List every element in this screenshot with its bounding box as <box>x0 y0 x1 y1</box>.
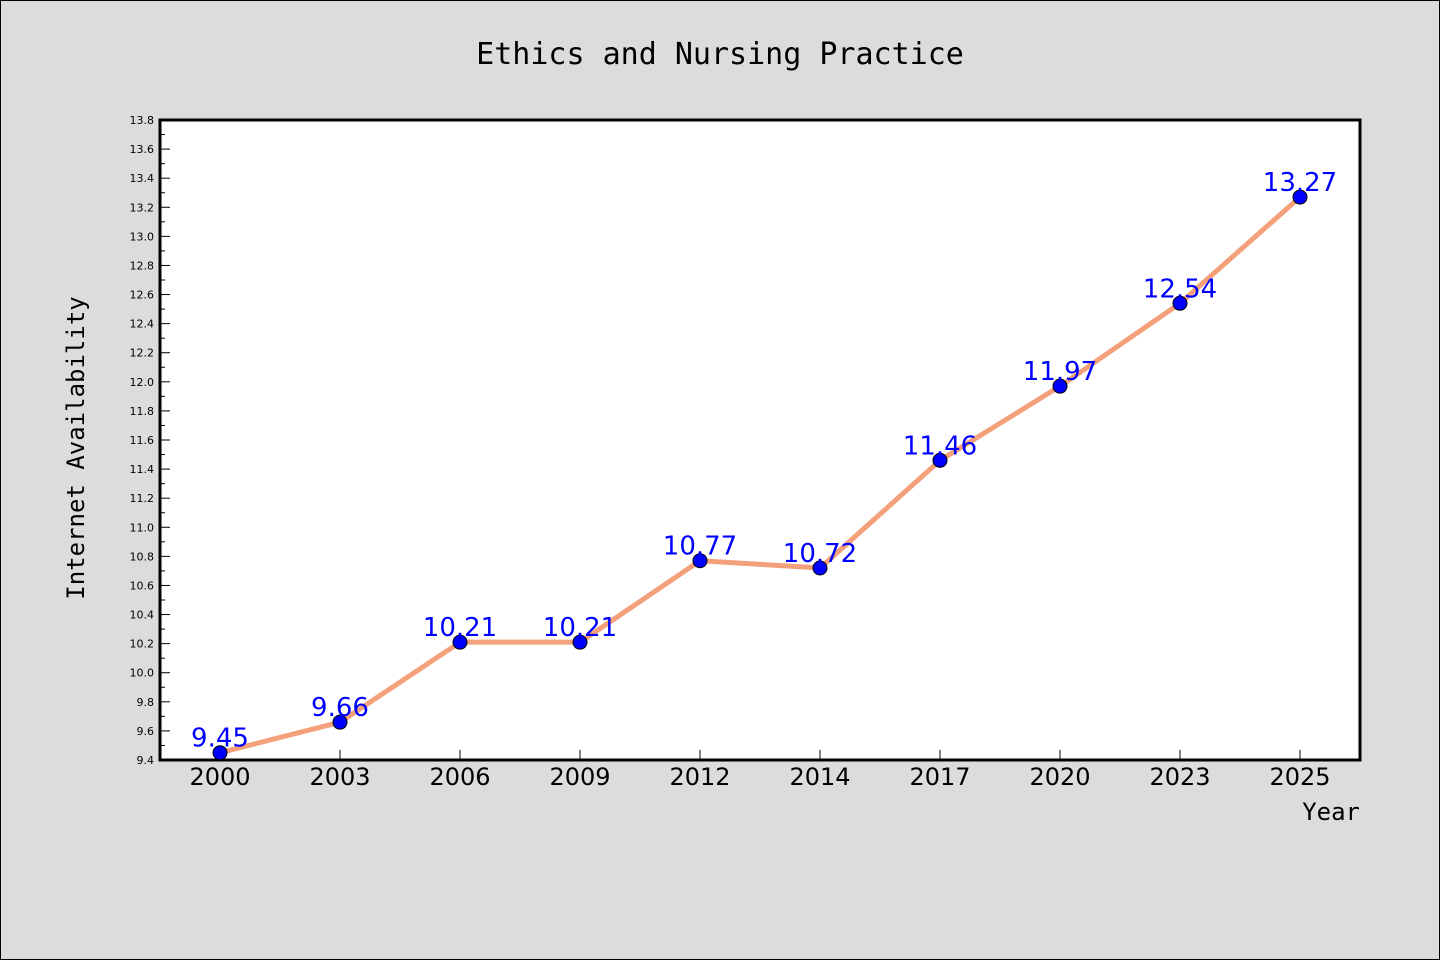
y-tick-label: 13.2 <box>130 201 155 214</box>
y-tick-label: 10.2 <box>130 638 155 651</box>
y-tick-label: 10.6 <box>130 579 155 592</box>
data-point <box>1172 295 1188 311</box>
y-tick-label: 12.4 <box>130 318 155 331</box>
y-tick-label: 10.4 <box>130 609 155 622</box>
x-tick-label: 2014 <box>789 763 850 791</box>
y-tick-label: 12.8 <box>130 259 155 272</box>
data-label: 10.21 <box>543 613 617 643</box>
y-axis: 9.4 9.6 9.8 10.0 10.2 10.4 10.6 10.8 11.0 11.2 11.… <box>130 114 170 767</box>
data-point <box>332 714 348 730</box>
x-tick-label: 2023 <box>1149 763 1210 791</box>
x-tick-label: 2020 <box>1029 763 1090 791</box>
data-point <box>212 745 228 761</box>
y-tick-label: 11.4 <box>130 463 155 476</box>
chart-title: Ethics and Nursing Practice <box>476 37 964 72</box>
plot-area <box>158 118 1362 762</box>
y-tick-label: 13.4 <box>130 172 155 185</box>
x-tick-label: 2012 <box>669 763 730 791</box>
data-point <box>1052 378 1068 394</box>
y-tick-label: 10.0 <box>130 667 155 680</box>
data-label: 10.77 <box>663 532 737 562</box>
series-line <box>219 195 1302 756</box>
x-tick-label: 2006 <box>429 763 490 791</box>
data-label: 11.46 <box>903 431 977 461</box>
y-tick-label: 13.0 <box>130 230 155 243</box>
y-tick-label: 9.6 <box>137 725 155 738</box>
data-label: 10.72 <box>783 539 857 569</box>
y-tick-label: 10.8 <box>130 550 155 563</box>
x-tick-label: 2000 <box>189 763 250 791</box>
data-label: 11.97 <box>1023 357 1097 387</box>
data-label: 10.21 <box>423 613 497 643</box>
y-axis-label: Internet Availability <box>62 296 90 599</box>
data-point <box>932 452 948 468</box>
y-tick-label: 12.0 <box>130 376 155 389</box>
y-tick-label: 12.6 <box>130 289 155 302</box>
x-tick-label: 2017 <box>909 763 970 791</box>
x-axis: 2000 2003 2006 2009 2012 2014 2017 2020 2023 2025 <box>189 750 1331 791</box>
y-tick-label: 9.8 <box>137 696 155 709</box>
y-tick-label: 11.0 <box>130 521 155 534</box>
data-label: 12.54 <box>1143 274 1217 304</box>
y-tick-label: 13.8 <box>130 114 155 127</box>
data-label: 13.27 <box>1263 168 1337 198</box>
y-tick-label: 11.8 <box>130 405 155 418</box>
x-axis-label: Year <box>1302 798 1360 826</box>
data-label: 9.66 <box>311 693 369 723</box>
y-tick-label: 12.2 <box>130 347 155 360</box>
y-tick-label: 13.6 <box>130 143 155 156</box>
data-point <box>812 560 828 576</box>
x-tick-label: 2009 <box>549 763 610 791</box>
y-tick-label: 11.6 <box>130 434 155 447</box>
series-markers <box>212 189 1308 761</box>
x-tick-label: 2025 <box>1269 763 1330 791</box>
data-point <box>452 634 468 650</box>
x-tick-label: 2003 <box>309 763 370 791</box>
data-point <box>572 634 588 650</box>
data-labels: 9.45 9.66 10.21 10.21 10.77 10.72 11.46 11.97 12… <box>191 168 1337 754</box>
data-label: 9.45 <box>191 724 249 754</box>
y-tick-label: 11.2 <box>130 492 155 505</box>
y-tick-label: 9.4 <box>137 754 155 767</box>
data-point <box>692 553 708 569</box>
data-point <box>1292 189 1308 205</box>
